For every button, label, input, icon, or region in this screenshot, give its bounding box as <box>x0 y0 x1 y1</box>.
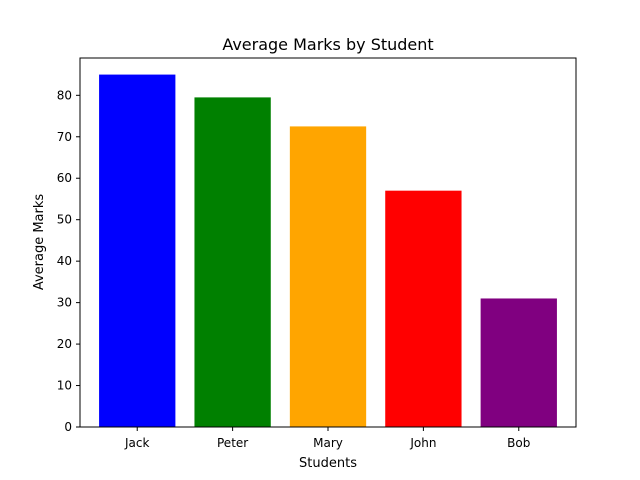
y-axis: 0 10 20 30 40 50 60 70 80 <box>57 88 80 434</box>
y-tick-label: 80 <box>57 88 72 102</box>
bar-bob <box>480 298 557 427</box>
x-tick-label: John <box>409 436 436 450</box>
y-tick-label: 60 <box>57 171 72 185</box>
y-tick-label: 10 <box>57 379 72 393</box>
x-tick-label: Bob <box>507 436 530 450</box>
chart-title: Average Marks by Student <box>222 35 433 54</box>
y-tick-label: 30 <box>57 296 72 310</box>
y-tick-label: 20 <box>57 337 72 351</box>
y-tick-label: 40 <box>57 254 72 268</box>
x-tick-label: Jack <box>124 436 149 450</box>
y-axis-label: Average Marks <box>32 194 47 291</box>
x-tick-label: Peter <box>217 436 248 450</box>
bar-jack <box>99 74 176 427</box>
bar-mary <box>289 126 367 427</box>
bars-group <box>99 74 557 427</box>
x-tick-label: Mary <box>313 436 343 450</box>
x-axis-label: Students <box>299 456 357 471</box>
plot-frame <box>79 57 577 428</box>
y-tick-label: 50 <box>57 213 72 227</box>
bar-peter <box>194 97 271 427</box>
y-tick-label: 70 <box>57 130 72 144</box>
x-axis: Jack Peter Mary John Bob <box>124 427 530 450</box>
y-tick-label: 0 <box>64 420 72 434</box>
bar-john <box>385 190 462 427</box>
